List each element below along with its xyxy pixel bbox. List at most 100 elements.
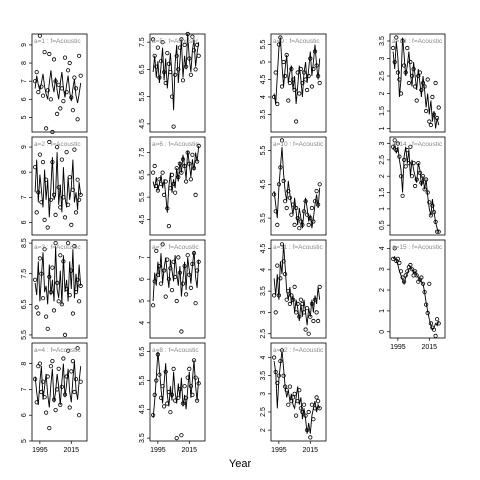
strip-label: a=10 : f=Acoustic xyxy=(273,141,324,148)
observed-point xyxy=(157,177,162,182)
y-tick-label: 3 xyxy=(379,267,386,271)
observed-point xyxy=(179,37,184,42)
observed-point xyxy=(174,53,179,58)
observed-point xyxy=(290,77,296,82)
y-tick-label: 4 xyxy=(139,321,146,325)
observed-point xyxy=(37,33,43,38)
observed-point xyxy=(312,297,318,302)
observed-point xyxy=(406,161,411,166)
y-tick-label: 2 xyxy=(379,91,386,95)
observed-point xyxy=(176,255,181,260)
observed-point xyxy=(273,70,278,75)
observed-point xyxy=(412,183,418,189)
observed-point xyxy=(40,160,46,165)
observed-point xyxy=(293,119,299,124)
observed-point xyxy=(292,222,297,227)
observed-point xyxy=(290,202,296,207)
observed-point xyxy=(420,80,426,86)
observed-point xyxy=(191,251,197,256)
observed-point xyxy=(434,317,440,322)
observed-point xyxy=(394,148,399,153)
observed-point xyxy=(185,150,190,155)
observed-point xyxy=(276,293,281,298)
y-tick-label: 4.5 xyxy=(139,119,146,129)
observed-point xyxy=(390,144,396,149)
observed-point xyxy=(275,101,280,107)
observed-point xyxy=(390,45,396,51)
panel-a15: a=15 : f=Acoustic 0 1 2 3 4 1995 2015 xyxy=(379,239,446,351)
strip-label: a=15 : f=Acoustic xyxy=(392,244,443,251)
observed-point xyxy=(414,273,419,278)
observed-point xyxy=(428,321,433,326)
observed-point xyxy=(157,75,162,80)
fitted-line xyxy=(273,244,321,326)
observed-point xyxy=(282,199,288,204)
observed-point xyxy=(184,395,189,400)
observed-point xyxy=(300,301,305,306)
y-tick-label: 2.5 xyxy=(379,155,386,165)
y-tick-label: 5 xyxy=(21,115,28,119)
observed-point xyxy=(408,144,413,149)
observed-point xyxy=(185,253,190,258)
observed-point xyxy=(195,398,200,403)
observed-point xyxy=(304,87,310,93)
observed-point xyxy=(176,175,181,180)
observed-point xyxy=(174,298,179,304)
observed-point xyxy=(158,395,164,400)
y-tick-label: 1 xyxy=(379,207,386,211)
observed-point xyxy=(306,331,311,336)
observed-point xyxy=(281,259,286,264)
y-tick-label: 8 xyxy=(21,61,28,65)
observed-point xyxy=(431,112,437,117)
observed-point xyxy=(190,34,195,39)
observed-point xyxy=(311,219,316,224)
observed-point xyxy=(414,177,419,182)
observed-point xyxy=(47,274,52,279)
observed-point xyxy=(67,405,72,410)
y-tick-label: 2.5 xyxy=(260,407,267,417)
observed-point xyxy=(195,159,200,164)
observed-point xyxy=(406,80,411,86)
x-tick-label: 1995 xyxy=(390,344,406,351)
panel-frame xyxy=(31,342,88,442)
y-tick-label: 3.5 xyxy=(260,213,267,223)
observed-point xyxy=(282,271,288,277)
observed-point xyxy=(40,379,46,384)
panel-frame xyxy=(149,136,206,236)
observed-point xyxy=(297,388,302,393)
observed-point xyxy=(182,42,187,48)
observed-point xyxy=(47,425,52,431)
observed-point xyxy=(271,192,277,197)
y-tick-label: 5 xyxy=(260,60,267,64)
observed-point xyxy=(293,205,299,211)
observed-point xyxy=(417,170,422,175)
observed-point xyxy=(287,80,292,86)
observed-point xyxy=(273,369,278,375)
y-tick-label: 6.5 xyxy=(139,64,146,74)
observed-point xyxy=(48,364,54,369)
observed-point xyxy=(160,40,165,45)
observed-point xyxy=(50,160,55,165)
observed-point xyxy=(284,297,289,302)
observed-point xyxy=(70,108,76,113)
observed-point xyxy=(400,193,405,198)
fitted-line xyxy=(152,33,200,111)
observed-point xyxy=(45,88,50,93)
observed-point xyxy=(39,271,44,276)
observed-point xyxy=(315,202,321,207)
observed-point xyxy=(420,281,426,286)
observed-point xyxy=(168,186,173,191)
observed-point xyxy=(188,285,193,290)
observed-point xyxy=(66,68,71,73)
observed-point xyxy=(401,157,407,162)
observed-point xyxy=(287,301,292,306)
observed-point xyxy=(51,57,57,62)
fitted-line xyxy=(34,152,82,218)
observed-point xyxy=(276,373,281,378)
panel-frame xyxy=(149,33,206,133)
panel-frame xyxy=(389,239,446,339)
observed-point xyxy=(433,333,438,338)
observed-point xyxy=(64,150,69,155)
observed-point xyxy=(392,59,397,65)
observed-point xyxy=(419,87,424,93)
